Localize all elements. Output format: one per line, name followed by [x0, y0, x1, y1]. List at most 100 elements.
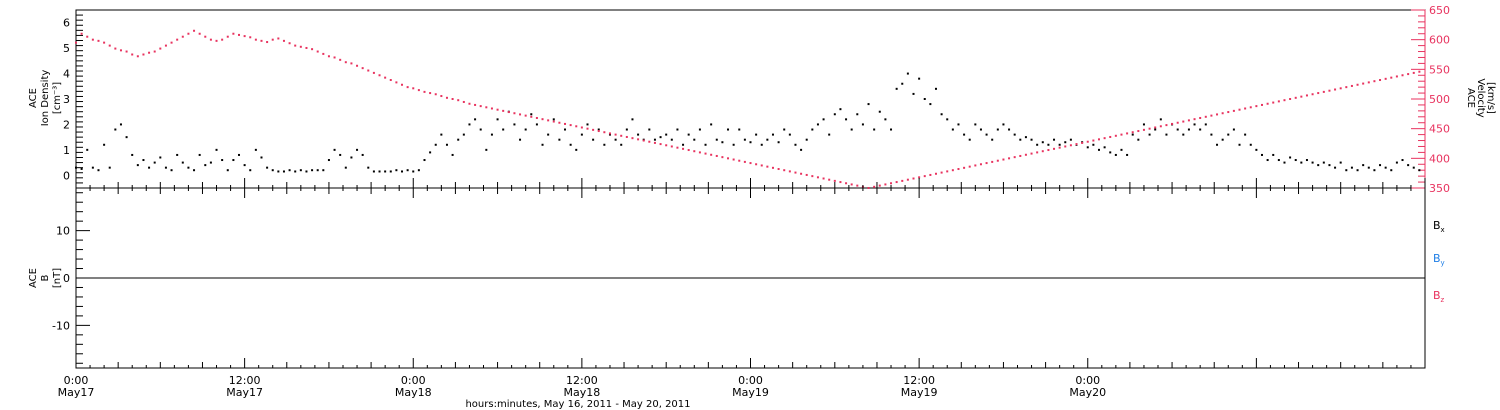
density-point — [923, 98, 926, 100]
velocity-point — [794, 171, 797, 174]
density-point — [389, 170, 392, 173]
velocity-point — [1036, 151, 1039, 154]
density-point — [204, 164, 207, 167]
density-point — [1120, 148, 1123, 151]
density-point — [401, 170, 404, 173]
velocity-point — [592, 128, 595, 131]
velocity-point — [693, 150, 696, 153]
x-tick-time: 12:00 — [903, 374, 935, 387]
velocity-point — [176, 38, 179, 41]
velocity-point — [131, 53, 134, 56]
density-series — [75, 72, 1421, 173]
velocity-point — [547, 119, 550, 122]
velocity-point — [603, 131, 606, 134]
density-point — [80, 167, 83, 170]
density-point — [333, 148, 336, 151]
velocity-point — [1193, 118, 1196, 121]
density-point — [1322, 161, 1325, 164]
velocity-point — [316, 50, 319, 53]
density-point — [1221, 138, 1224, 141]
density-point — [187, 166, 190, 169]
velocity-point — [434, 93, 437, 96]
velocity-point — [288, 42, 291, 45]
legend-by-label: B — [1433, 252, 1441, 265]
x-tick-date: May17 — [58, 386, 95, 399]
density-point — [929, 103, 932, 106]
density-point — [1131, 133, 1134, 136]
velocity-point — [575, 125, 578, 128]
velocity-point — [653, 141, 656, 144]
velocity-point — [440, 95, 443, 98]
velocity-point — [119, 49, 122, 52]
density-ytick-label: 3 — [63, 93, 70, 106]
density-point — [1412, 166, 1415, 169]
velocity-point — [524, 114, 527, 117]
velocity-point — [1283, 99, 1286, 102]
velocity-point — [771, 166, 774, 169]
velocity-point — [406, 86, 409, 89]
density-point — [597, 128, 600, 131]
density-point — [1272, 153, 1275, 156]
velocity-point — [996, 159, 999, 162]
density-point — [1030, 138, 1033, 141]
velocity-point — [620, 134, 623, 137]
velocity-point — [271, 38, 274, 41]
density-point — [1047, 143, 1050, 146]
velocity-point — [305, 46, 308, 49]
density-point — [1260, 153, 1263, 156]
density-point — [1255, 148, 1258, 151]
density-point — [805, 138, 808, 141]
density-point — [783, 128, 786, 131]
density-point — [693, 138, 696, 141]
density-point — [1114, 153, 1117, 156]
x-tick-time: 0:00 — [738, 374, 763, 387]
x-tick-date: May18 — [395, 386, 432, 399]
velocity-point — [1069, 144, 1072, 147]
velocity-point — [181, 35, 184, 38]
density-point — [569, 143, 572, 146]
legend-bz-sub: z — [1441, 296, 1445, 304]
density-point — [327, 159, 330, 162]
velocity-point — [625, 135, 628, 138]
density-point — [535, 123, 538, 126]
velocity-point — [710, 153, 713, 156]
velocity-point — [1081, 141, 1084, 144]
velocity-ytick-label: 600 — [1429, 34, 1450, 47]
density-point — [356, 148, 359, 151]
x-tick-date: May18 — [564, 386, 601, 399]
velocity-point — [873, 185, 876, 188]
density-point — [412, 170, 415, 173]
velocity-point — [1367, 81, 1370, 84]
x-tick-time: 12:00 — [566, 374, 598, 387]
density-point — [1277, 159, 1280, 162]
legend-bz: Bz — [1433, 289, 1445, 304]
velocity-point — [715, 154, 718, 157]
legend-bx-label: B — [1433, 219, 1441, 232]
velocity-point — [136, 55, 139, 58]
svg-text:Bz: Bz — [1433, 289, 1445, 304]
velocity-point — [963, 166, 966, 169]
density-point — [249, 169, 252, 172]
density-point — [934, 87, 937, 90]
velocity-point — [1322, 90, 1325, 93]
velocity-point — [1024, 153, 1027, 156]
velocity-ytick-label: 400 — [1429, 152, 1450, 165]
velocity-point — [209, 38, 212, 41]
density-point — [1182, 133, 1185, 136]
density-point — [670, 138, 673, 141]
velocity-point — [1019, 154, 1022, 157]
velocity-point — [215, 39, 218, 42]
density-point — [131, 153, 134, 156]
velocity-point — [226, 35, 229, 38]
velocity-point — [1047, 149, 1050, 152]
density-point — [361, 153, 364, 156]
velocity-point — [401, 83, 404, 86]
velocity-point — [333, 56, 336, 59]
velocity-point — [1418, 70, 1421, 73]
velocity-point — [1159, 125, 1162, 128]
density-point — [918, 77, 921, 80]
velocity-point — [260, 39, 263, 42]
density-point — [1373, 169, 1376, 172]
density-ytick-label: 0 — [63, 169, 70, 182]
velocity-point — [1255, 105, 1258, 108]
